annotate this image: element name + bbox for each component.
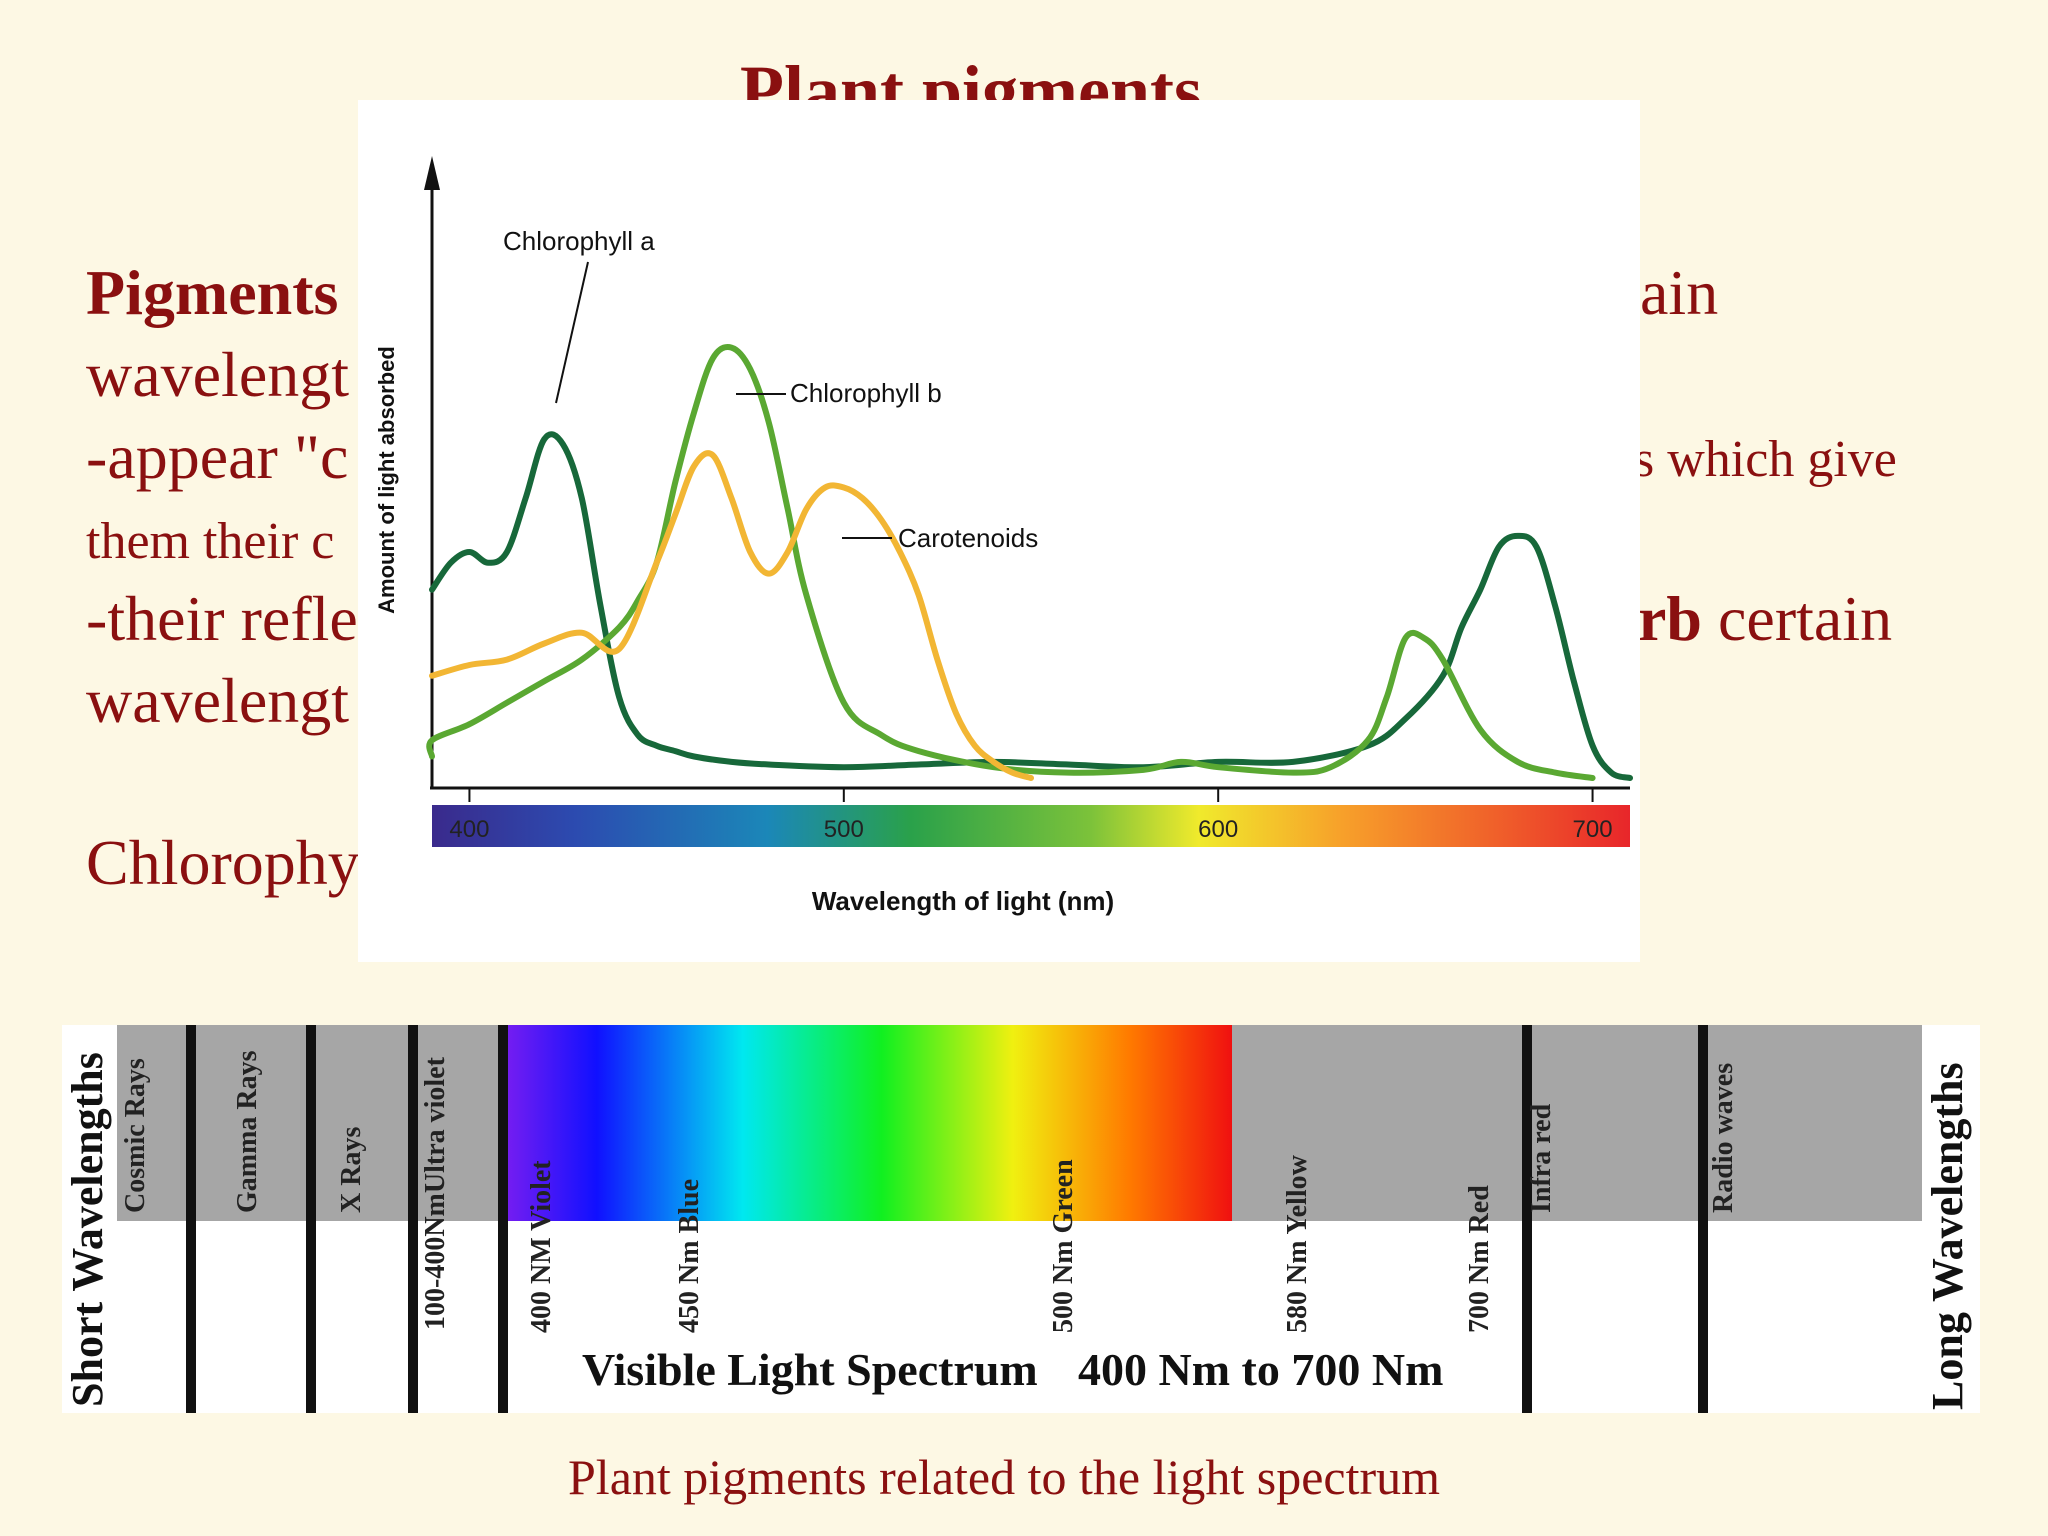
series-line-carotenoids	[429, 450, 1034, 781]
spectrum-divider	[186, 1025, 196, 1413]
series-line-chlorophyll-b	[426, 344, 1596, 781]
body-text-absorb: rb	[1638, 583, 1702, 654]
visible-mark-label: 400 NM Violet	[526, 1160, 557, 1333]
body-text-line7: Chlorophy	[86, 827, 360, 898]
body-text-pigments: Pigments	[86, 257, 339, 328]
series-label-chlorophyll-a: Chlorophyll a	[503, 226, 655, 256]
spectrum-labels: Cosmic Rays Gamma Rays X Rays 100-400NmUltr…	[120, 1050, 1739, 1333]
visible-mark-label: 700 Nm Red	[1464, 1185, 1495, 1333]
series-line-chlorophyll-a	[429, 431, 1633, 781]
spectrum-region-label: Gamma Rays	[232, 1050, 263, 1213]
curve-labels: Chlorophyll a Chlorophyll b Carotenoids	[503, 226, 1038, 553]
y-axis-arrow-icon	[424, 156, 440, 190]
spectrum-region-label: Cosmic Rays	[120, 1058, 151, 1213]
body-text-line5-right: rb certain	[1638, 582, 1892, 656]
spectrum-divider	[1698, 1025, 1708, 1413]
y-axis-label: Amount of light absorbed	[374, 346, 399, 614]
x-tick-label-600: 600	[1198, 816, 1238, 843]
x-tick-label-500: 500	[824, 816, 864, 843]
body-text-certain: certain	[1702, 583, 1893, 654]
spectrum-divider	[498, 1025, 508, 1413]
body-text-line3-right: s which give	[1634, 431, 1897, 488]
x-ticks: 400 500 600 700	[449, 788, 1613, 843]
em-spectrum-image: Cosmic Rays Gamma Rays X Rays 100-400NmUltr…	[62, 1025, 1980, 1413]
x-axis-label: Wavelength of light (nm)	[812, 886, 1114, 916]
visible-spectrum-title: Visible Light Spectrum	[582, 1344, 1038, 1395]
visible-mark-label: 580 Nm Yellow	[1282, 1154, 1313, 1333]
visible-spectrum-band	[502, 1025, 1232, 1221]
x-tick-label-700: 700	[1573, 816, 1613, 843]
spectrum-region-label: X Rays	[336, 1127, 367, 1213]
body-text-line3: -appear "c	[86, 421, 349, 492]
long-wavelengths-label: Long Wavelengths	[1923, 1062, 1972, 1410]
spectrum-dividers	[186, 1025, 1708, 1413]
em-spectrum-svg: Cosmic Rays Gamma Rays X Rays 100-400NmUltr…	[63, 1025, 1972, 1413]
body-text-line2: wavelengt	[86, 339, 349, 410]
short-wavelengths-label: Short Wavelengths	[63, 1052, 112, 1407]
series-label-carotenoids: Carotenoids	[898, 523, 1038, 553]
x-tick-label-400: 400	[449, 816, 489, 843]
caption: Plant pigments related to the light spec…	[568, 1449, 1441, 1505]
spectrum-region-label: Infra red	[1526, 1103, 1557, 1213]
visible-mark-label: 450 Nm Blue	[674, 1179, 705, 1333]
body-text-line6: wavelengt	[86, 665, 349, 736]
spectrum-divider	[306, 1025, 316, 1413]
absorption-curves	[426, 344, 1633, 781]
spectrum-divider	[1522, 1025, 1532, 1413]
spectrum-region-label: 100-400NmUltra violet	[420, 1056, 451, 1330]
chart-axes	[424, 156, 1630, 790]
spectrum-divider	[408, 1025, 418, 1413]
visible-mark-label: 500 Nm Green	[1048, 1159, 1079, 1333]
visible-spectrum-range: 400 Nm to 700 Nm	[1078, 1344, 1443, 1395]
body-text-line4: them their c	[86, 513, 335, 570]
spectrum-region-label: Radio waves	[1708, 1063, 1739, 1213]
label-leader-chlorophyll-a	[555, 261, 589, 404]
wavelength-color-bar	[432, 805, 1630, 847]
series-label-chlorophyll-b: Chlorophyll b	[790, 378, 942, 408]
body-text-line1-right: ain	[1640, 257, 1719, 328]
body-text-line5: -their refle	[86, 583, 358, 654]
